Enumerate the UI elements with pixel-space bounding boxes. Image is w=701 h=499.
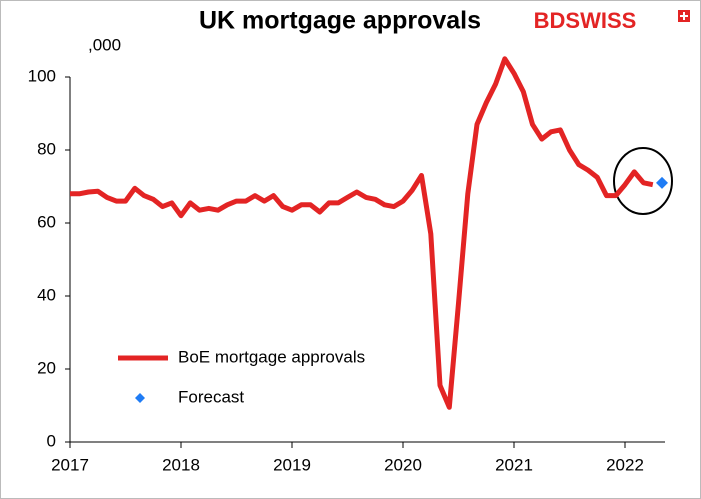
y-tick-label: 100 [28, 66, 56, 85]
x-tick-label: 2019 [273, 455, 311, 474]
x-tick-label: 2017 [51, 455, 89, 474]
chart-title: UK mortgage approvals [199, 7, 481, 35]
y-unit-label: ,000 [88, 35, 121, 54]
forecast-point [656, 176, 668, 189]
series-line [70, 56, 654, 410]
logo-cross [680, 12, 688, 20]
legend-label: Forecast [178, 387, 244, 406]
y-tick-label: 40 [37, 285, 56, 304]
y-tick-label: 20 [37, 358, 56, 377]
brand-logo: BDSWISS [534, 8, 637, 33]
legend-marker [135, 393, 145, 403]
y-tick-label: 80 [37, 139, 56, 158]
x-tick-label: 2021 [495, 455, 533, 474]
x-tick-label: 2018 [162, 455, 200, 474]
y-tick-label: 60 [37, 212, 56, 231]
x-tick-label: 2022 [606, 455, 644, 474]
x-tick-label: 2020 [384, 455, 422, 474]
y-tick-label: 0 [47, 431, 56, 450]
legend-label: BoE mortgage approvals [178, 347, 365, 366]
highlight-circle [613, 147, 673, 215]
